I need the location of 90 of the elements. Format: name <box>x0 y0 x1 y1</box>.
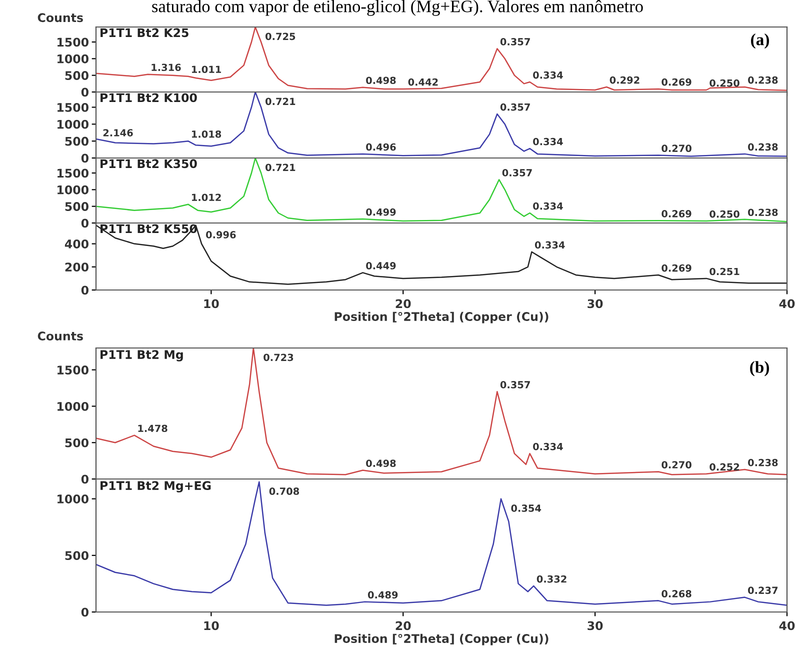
annotation: 0.334 <box>533 71 563 79</box>
annotation: 0.449 <box>366 262 396 270</box>
annotation: 0.270 <box>662 461 692 468</box>
y-tick-label: 500 <box>65 551 88 560</box>
y-tick-label: 1500 <box>58 38 88 47</box>
annotation: 1.478 <box>138 424 168 432</box>
text: P1T1 Bt2 Mg <box>100 350 183 362</box>
y-tick-label: 0 <box>81 474 88 484</box>
y-tick-label: 1000 <box>58 54 88 64</box>
y-axis-title: Counts <box>38 13 83 22</box>
annotation: 1.316 <box>152 64 181 72</box>
x-tick-label: 30 <box>588 299 603 308</box>
annotation: 0.357 <box>502 169 532 176</box>
x-tick-label: 10 <box>204 299 219 308</box>
y-tick-label: 1000 <box>58 402 88 411</box>
annotation: 0.354 <box>511 504 542 512</box>
text: P1T1 Bt2 K100 <box>100 93 197 102</box>
x-tick-label: 10 <box>204 621 219 630</box>
y-tick-label: 0 <box>81 286 88 295</box>
annotation: 1.011 <box>192 66 221 74</box>
annotation: 0.238 <box>748 76 778 84</box>
annotation: (b) <box>750 361 769 376</box>
y-tick-label: 1000 <box>58 120 88 129</box>
annotation: 0.357 <box>500 103 530 111</box>
y-tick-label: 400 <box>64 240 88 248</box>
annotation: 0.238 <box>748 208 778 216</box>
line-series <box>96 224 787 285</box>
annotation: 0.357 <box>500 381 530 388</box>
y-tick-label: 500 <box>65 71 88 80</box>
y-tick-label: 1500 <box>58 366 88 374</box>
y-tick-label: 500 <box>65 136 88 146</box>
annotation: 0.334 <box>534 241 565 249</box>
annotation: 0.269 <box>662 78 692 86</box>
annotation: 0.238 <box>748 143 778 151</box>
x-tick-label: 30 <box>588 621 603 630</box>
x-tick-label: 20 <box>396 621 411 630</box>
y-tick-label: 200 <box>65 262 88 272</box>
annotation: 0.269 <box>662 210 692 218</box>
annotation: 0.250 <box>710 210 740 218</box>
annotation: 1.018 <box>192 130 222 138</box>
annotation: 0.496 <box>366 143 396 151</box>
y-tick-label: 500 <box>65 202 88 211</box>
annotation: 0.269 <box>662 264 692 272</box>
text: P1T1 Bt2 Mg+EG <box>100 481 211 492</box>
y-tick-label: 0 <box>81 608 88 617</box>
y-tick-label: 1500 <box>58 102 88 112</box>
text: P1T1 Bt2 K25 <box>100 28 188 38</box>
annotation: 0.334 <box>533 202 563 210</box>
text: P1T1 Bt2 K350 <box>100 159 197 168</box>
x-tick-label: 40 <box>779 299 795 308</box>
annotation: 0.252 <box>710 463 740 471</box>
annotation: 0.334 <box>533 442 563 450</box>
line-series <box>96 481 787 606</box>
annotation: 0.357 <box>500 38 530 46</box>
annotation: 0.238 <box>748 458 778 466</box>
x-axis-title: Position [°2Theta] (Copper (Cu)) <box>334 634 548 646</box>
annotation: 0.498 <box>366 460 396 467</box>
annotation: 0.237 <box>748 586 778 594</box>
annotation: 1.012 <box>192 194 221 202</box>
annotation: (a) <box>751 34 769 49</box>
y-tick-label: 0 <box>81 218 88 228</box>
y-tick-label: 500 <box>65 438 88 448</box>
annotation: 0.332 <box>536 575 566 583</box>
annotation: 0.270 <box>662 144 692 152</box>
annotation: 0.498 <box>366 76 396 84</box>
annotation: 0.442 <box>408 78 438 86</box>
y-tick-label: 0 <box>81 154 88 163</box>
annotation: 0.499 <box>366 208 396 216</box>
y-tick-label: 1000 <box>58 494 88 504</box>
annotation: 0.996 <box>206 231 236 238</box>
y-tick-label: 1000 <box>58 185 88 194</box>
annotation: 0.721 <box>266 98 296 106</box>
x-tick-label: 40 <box>779 621 795 630</box>
annotation: 0.250 <box>710 79 740 87</box>
chart-title: saturado com vapor de etileno-glicol (Mg+EG). Valores em nanômetro <box>152 0 643 16</box>
annotation: 0.723 <box>264 354 294 362</box>
annotation: 0.708 <box>269 488 300 495</box>
y-tick-label: 0 <box>81 88 88 97</box>
annotation: 0.725 <box>266 32 296 40</box>
annotation: 2.146 <box>103 129 133 136</box>
annotation: 0.334 <box>533 138 563 146</box>
x-tick-label: 20 <box>396 299 411 308</box>
x-axis-title: Position [°2Theta] (Copper (Cu)) <box>334 312 548 324</box>
annotation: 0.721 <box>266 164 296 172</box>
annotation: 0.251 <box>710 268 740 276</box>
annotation: 0.489 <box>368 591 398 599</box>
y-tick-label: 1500 <box>58 168 88 178</box>
y-axis-title: Counts <box>38 332 83 340</box>
annotation: 0.292 <box>610 76 640 84</box>
annotation: 0.268 <box>662 590 692 598</box>
